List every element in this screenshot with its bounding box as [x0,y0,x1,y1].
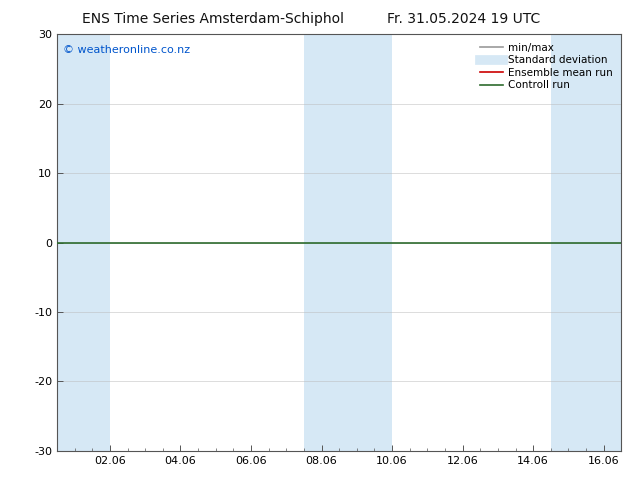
Bar [304,34,392,451]
Legend: min/max, Standard deviation, Ensemble mean run, Controll run: min/max, Standard deviation, Ensemble me… [477,40,616,94]
Bar [551,34,621,451]
Text: ENS Time Series Amsterdam-Schiphol: ENS Time Series Amsterdam-Schiphol [82,12,344,26]
Text: Fr. 31.05.2024 19 UTC: Fr. 31.05.2024 19 UTC [387,12,540,26]
Bar [57,34,110,451]
Text: © weatheronline.co.nz: © weatheronline.co.nz [63,45,190,55]
